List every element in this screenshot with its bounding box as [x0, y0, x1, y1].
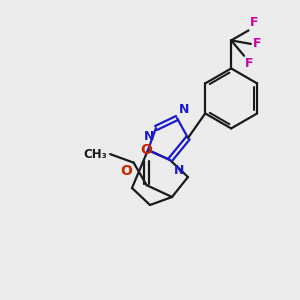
Text: N: N [179, 103, 189, 116]
Text: F: F [253, 38, 261, 50]
Text: O: O [121, 164, 133, 178]
Text: N: N [174, 164, 184, 177]
Text: O: O [141, 143, 153, 157]
Text: CH₃: CH₃ [83, 148, 107, 160]
Text: F: F [245, 57, 254, 70]
Text: N: N [144, 130, 154, 143]
Text: F: F [250, 16, 258, 29]
